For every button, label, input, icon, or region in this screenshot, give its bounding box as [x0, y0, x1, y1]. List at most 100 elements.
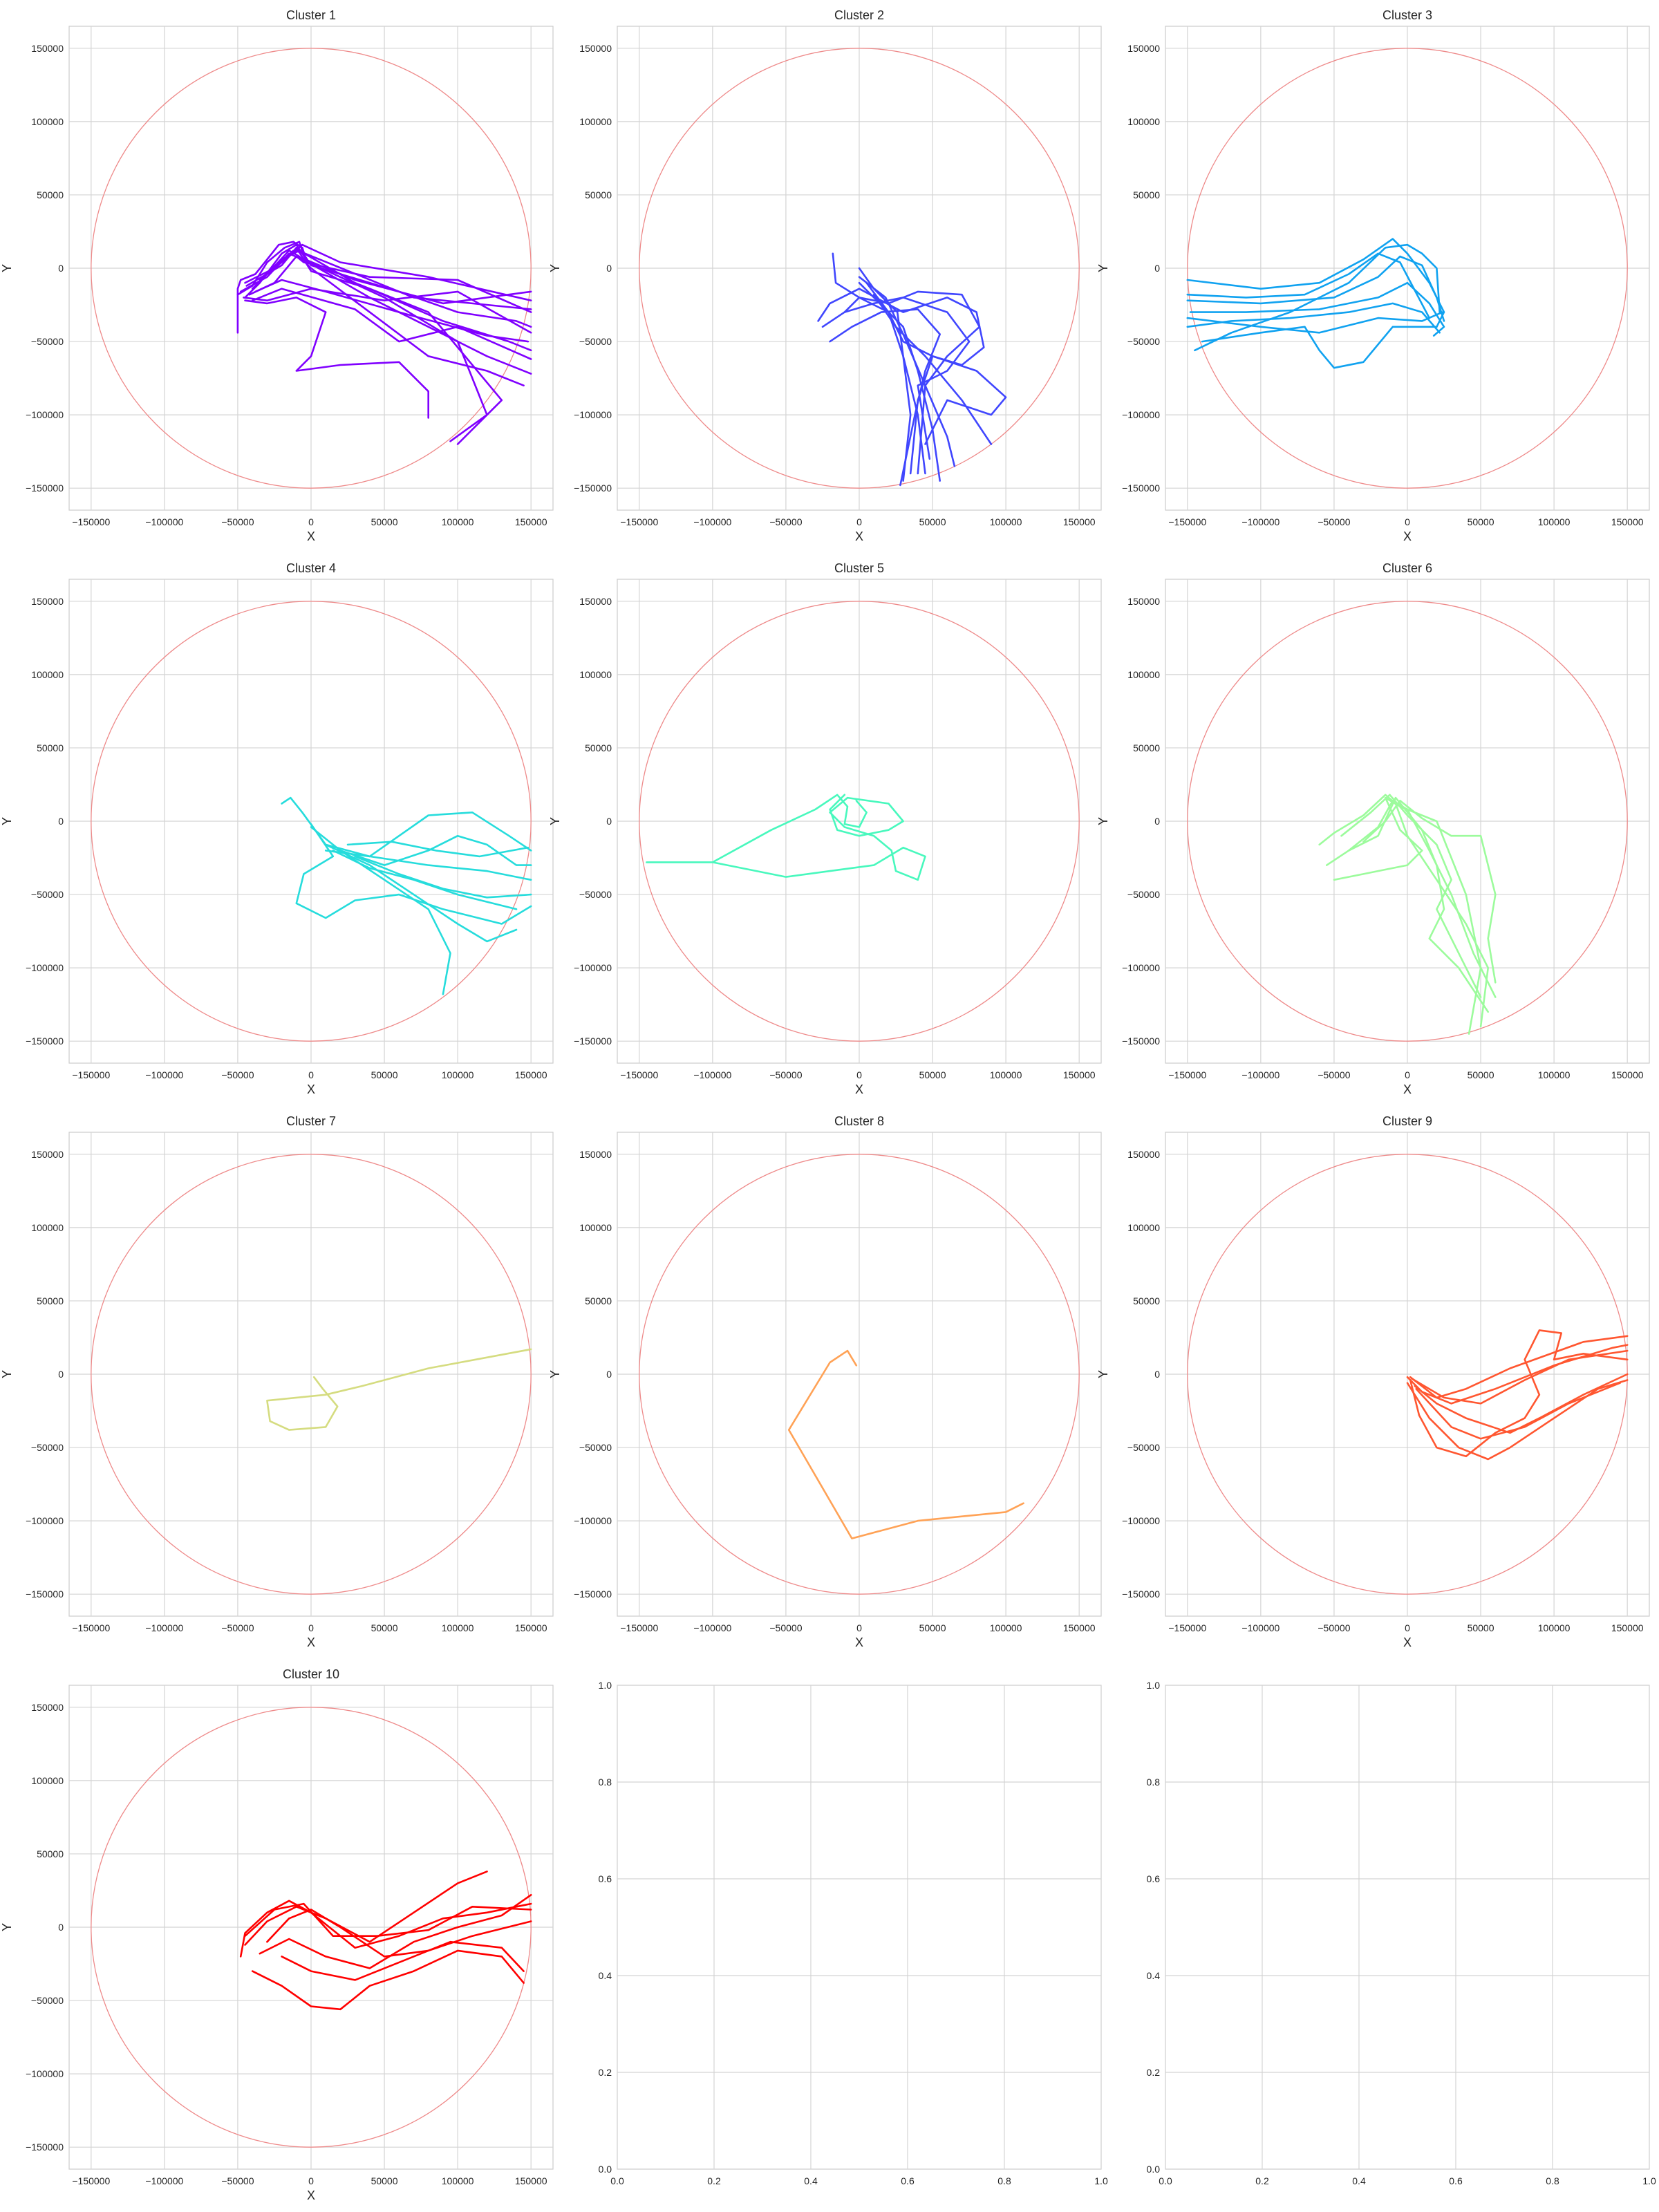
x-tick-label: −100000: [1241, 1069, 1280, 1080]
x-tick-label: 1.0: [1642, 2175, 1656, 2186]
x-tick-label: 0.0: [1159, 2175, 1172, 2186]
x-tick-label: −150000: [1168, 1069, 1206, 1080]
panel-title: Cluster 1: [286, 8, 336, 22]
y-tick-label: 150000: [579, 596, 612, 607]
trajectory-line: [354, 855, 532, 899]
x-tick-label: 150000: [1611, 516, 1644, 527]
trajectory-line: [346, 841, 529, 858]
x-tick-label: 150000: [515, 2175, 547, 2186]
y-tick-label: 100000: [1127, 116, 1160, 127]
x-tick-label: 0: [308, 1069, 314, 1080]
panel-cluster-12: 0.0 0.2 0.4 0.6 0.8 1.0 0.0 0.2 0.4 0.6 0.8 1.0: [1147, 1680, 1656, 2186]
panel-cluster-5: −150000 −100000 −50000 0 50000 100000 150000 −1…: [548, 561, 1102, 1096]
x-tick-label: 150000: [1063, 1069, 1096, 1080]
y-tick-label: −50000: [31, 1995, 64, 2006]
y-tick-label: 50000: [1133, 742, 1160, 753]
x-axis-label: X: [855, 1082, 863, 1096]
y-tick-label: 0: [58, 816, 64, 827]
trajectory-line: [295, 823, 532, 925]
panel-title: Cluster 9: [1382, 1114, 1432, 1128]
panel-cluster-3: −150000 −100000 −50000 0 50000 100000 150000 −1…: [1096, 8, 1650, 543]
x-tick-label: 0: [1405, 1622, 1410, 1633]
x-tick-label: −50000: [221, 516, 254, 527]
plot-area: [1165, 1685, 1650, 2170]
trajectory-line: [787, 1349, 1024, 1539]
trajectory-line: [251, 288, 532, 360]
y-tick-label: 0.4: [1147, 1970, 1161, 1981]
y-axis-label: Y: [0, 1923, 14, 1931]
x-tick-label: 100000: [442, 1622, 474, 1633]
y-tick-label: −50000: [579, 1442, 612, 1453]
y-tick-label: 0.2: [599, 2067, 612, 2078]
trajectory-line: [1186, 311, 1444, 334]
trajectory-line: [251, 1949, 525, 2011]
x-tick-label: 0: [308, 516, 314, 527]
x-tick-label: 0.6: [1449, 2175, 1463, 2186]
x-tick-label: 50000: [371, 1622, 398, 1633]
x-tick-label: −150000: [620, 1622, 658, 1633]
trajectory-line: [1409, 1329, 1629, 1458]
x-tick-label: 50000: [1468, 1069, 1494, 1080]
x-tick-label: 0.4: [1352, 2175, 1366, 2186]
y-tick-label: 0.2: [1147, 2067, 1161, 2078]
y-tick-label: 100000: [31, 1775, 64, 1786]
y-tick-label: 100000: [1127, 1222, 1160, 1233]
x-tick-label: −50000: [221, 2175, 254, 2186]
x-axis-label: X: [1403, 1082, 1412, 1096]
y-axis-label: Y: [548, 817, 562, 825]
trajectory-line: [281, 1940, 525, 1981]
panel-title: Cluster 3: [1382, 8, 1432, 22]
x-tick-label: −50000: [769, 1622, 802, 1633]
y-tick-label: −150000: [574, 1035, 612, 1047]
trajectory-line: [281, 796, 532, 881]
y-tick-label: −150000: [26, 482, 64, 494]
x-tick-label: 0: [308, 1622, 314, 1633]
trajectory-line: [244, 1871, 488, 1946]
trajectory-line: [243, 288, 532, 334]
y-tick-label: 50000: [37, 189, 64, 200]
x-tick-label: −100000: [693, 1069, 731, 1080]
x-tick-label: 100000: [1538, 516, 1571, 527]
y-tick-label: 150000: [31, 1702, 64, 1713]
y-tick-label: −100000: [574, 409, 612, 420]
y-tick-label: 0: [58, 1369, 64, 1380]
x-tick-label: −50000: [221, 1622, 254, 1633]
x-tick-label: 150000: [1611, 1622, 1644, 1633]
y-tick-label: −100000: [574, 1515, 612, 1526]
x-tick-label: 150000: [1063, 516, 1096, 527]
panel-title: Cluster 7: [286, 1114, 336, 1128]
y-tick-label: 150000: [1127, 43, 1160, 54]
y-tick-label: 100000: [31, 116, 64, 127]
x-tick-label: 50000: [919, 516, 946, 527]
x-tick-label: −150000: [620, 516, 658, 527]
y-tick-label: 0.0: [1147, 2164, 1161, 2175]
trajectory-line: [324, 812, 532, 858]
x-tick-label: 100000: [442, 1069, 474, 1080]
y-tick-label: −50000: [31, 1442, 64, 1453]
panel-title: Cluster 5: [834, 561, 884, 575]
trajectory-line: [239, 252, 488, 442]
y-tick-label: 1.0: [599, 1680, 612, 1691]
trajectory-line: [266, 1348, 532, 1431]
x-tick-label: 0.2: [1255, 2175, 1269, 2186]
x-tick-label: 100000: [990, 1069, 1022, 1080]
trajectory-line: [843, 290, 981, 475]
x-tick-label: 1.0: [1094, 2175, 1108, 2186]
trajectory-line: [339, 850, 451, 995]
x-tick-label: 100000: [990, 516, 1022, 527]
y-tick-label: 100000: [579, 1222, 612, 1233]
y-tick-label: −100000: [1122, 1515, 1160, 1526]
x-axis-label: X: [855, 1635, 863, 1649]
y-tick-label: −100000: [1122, 962, 1160, 973]
y-tick-label: 100000: [579, 116, 612, 127]
y-tick-label: 0.0: [599, 2164, 612, 2175]
y-tick-label: 0: [606, 1369, 612, 1380]
trajectory-line: [858, 276, 956, 467]
trajectory-line: [244, 1902, 532, 1937]
boundary-circle: [91, 601, 532, 1042]
y-tick-label: −150000: [26, 2141, 64, 2153]
panel-cluster-11: 0.0 0.2 0.4 0.6 0.8 1.0 0.0 0.2 0.4 0.6 0.8 1.0: [599, 1680, 1108, 2186]
panel-cluster-10: −150000 −100000 −50000 0 50000 100000 150000 −1…: [0, 1667, 554, 2202]
boundary-circle: [91, 48, 532, 489]
x-axis-label: X: [1403, 529, 1412, 543]
